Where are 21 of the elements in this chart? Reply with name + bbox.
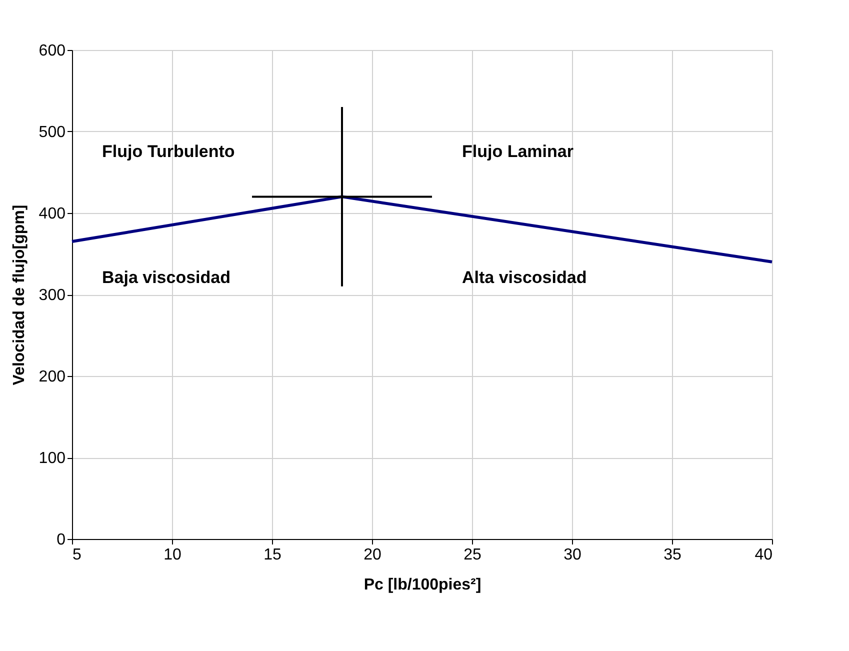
y-tick-label: 0 <box>56 532 66 548</box>
y-tick-label: 300 <box>38 287 66 304</box>
x-tick-label: 15 <box>264 546 282 564</box>
y-tick-label: 600 <box>38 42 66 60</box>
y-tick-label: 400 <box>38 206 66 222</box>
x-tick-label: 5 <box>72 546 82 564</box>
x-tick-label: 25 <box>464 546 482 564</box>
annotation: Alta viscosidad <box>462 268 587 287</box>
x-tick-label: 40 <box>754 546 773 564</box>
x-tick-label: 35 <box>664 546 682 564</box>
y-tick-label: 500 <box>38 124 66 141</box>
annotation: Baja viscosidad <box>102 268 231 287</box>
y-axis-title: Velocidad de flujo[gpm] <box>10 204 28 386</box>
annotation: Flujo Turbulento <box>102 142 235 161</box>
x-axis-title: Pc [lb/100pies²] <box>364 576 482 594</box>
x-tick-label: 30 <box>564 546 582 564</box>
x-tick-label: 20 <box>364 546 382 564</box>
annotation: Flujo Laminar <box>462 142 574 161</box>
y-tick-label: 100 <box>38 450 66 467</box>
y-tick-label: 200 <box>38 368 66 386</box>
x-tick-label: 10 <box>164 546 182 564</box>
